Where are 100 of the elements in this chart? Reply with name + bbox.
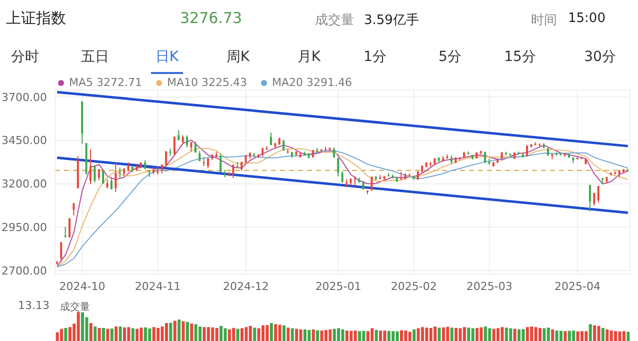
candlestick	[64, 226, 66, 238]
bar	[480, 327, 483, 341]
y-tick-label: 3450.00	[2, 134, 47, 148]
bar	[56, 332, 59, 341]
candlestick	[190, 142, 192, 152]
bar	[362, 330, 366, 341]
bar	[471, 328, 474, 341]
bar	[60, 328, 64, 341]
bar	[488, 328, 492, 341]
y-tick-label: 2700.00	[2, 264, 47, 278]
text: 五日	[80, 48, 110, 66]
text: 1分	[362, 48, 388, 66]
bar	[387, 330, 390, 341]
bar	[538, 328, 542, 341]
legend-label: MA20 3291.46	[271, 76, 352, 89]
x-tick-label: 2024-12	[222, 280, 269, 293]
bar	[350, 330, 353, 341]
bar	[337, 328, 340, 341]
bar	[332, 328, 336, 341]
bar	[404, 330, 408, 341]
bar	[568, 330, 571, 341]
candlestick	[114, 162, 117, 193]
bar	[420, 327, 424, 341]
bar	[295, 328, 298, 341]
bar	[383, 330, 386, 341]
bar	[446, 326, 450, 341]
candlestick	[370, 176, 373, 192]
bar	[434, 326, 437, 341]
text: 周K	[225, 48, 251, 66]
bar	[555, 330, 558, 341]
bar	[450, 328, 454, 341]
bar	[559, 330, 562, 341]
bar	[152, 327, 156, 341]
bar	[500, 327, 504, 341]
bar	[400, 330, 403, 341]
bar	[224, 328, 227, 341]
bar	[429, 328, 432, 341]
bar	[186, 322, 189, 341]
bar	[601, 328, 604, 341]
bar	[396, 331, 399, 341]
candlestick	[186, 134, 188, 148]
bar	[408, 332, 412, 341]
bar	[173, 320, 176, 341]
bar	[526, 327, 529, 341]
legend-label: MA10 3225.43	[166, 76, 247, 89]
bar	[606, 329, 609, 341]
bar	[182, 321, 185, 341]
bar	[232, 328, 236, 341]
text: 日K	[154, 48, 180, 66]
bar	[169, 322, 172, 341]
bar	[122, 327, 126, 341]
bar	[458, 328, 462, 341]
bar	[622, 331, 626, 341]
text: 3.59亿手	[364, 12, 419, 29]
bar	[290, 328, 294, 341]
bar	[370, 328, 374, 341]
candlestick	[106, 178, 108, 189]
bar	[454, 328, 458, 341]
chart-title: 成交量	[60, 300, 90, 314]
candlestick	[173, 136, 176, 156]
bar	[484, 326, 487, 341]
bar	[354, 330, 357, 341]
bar	[228, 329, 231, 341]
text: 5分	[438, 48, 462, 66]
candlestick	[220, 153, 222, 173]
chart-title: 上证指数	[6, 9, 66, 28]
bar	[392, 331, 395, 341]
bar	[178, 320, 181, 341]
bar	[504, 328, 508, 341]
bar	[509, 328, 512, 341]
candlestick	[94, 164, 96, 184]
candlestick	[224, 170, 226, 178]
bar	[156, 328, 160, 341]
bar	[261, 325, 264, 341]
bar	[576, 331, 580, 341]
candlestick	[182, 134, 184, 146]
x-tick-label: 2025-01	[315, 280, 362, 293]
candlestick	[68, 218, 71, 238]
bar	[206, 327, 210, 341]
bar	[64, 328, 68, 341]
text: 3276.73	[180, 9, 242, 27]
bar	[236, 328, 240, 341]
bar	[476, 328, 479, 341]
bar	[316, 330, 320, 341]
bar	[626, 332, 630, 341]
candlestick	[593, 192, 596, 206]
bar	[442, 327, 445, 341]
bar	[114, 326, 118, 341]
candlestick	[597, 185, 600, 203]
bar	[341, 329, 344, 341]
bar	[118, 326, 122, 341]
candlestick	[341, 170, 344, 184]
candlestick	[354, 176, 356, 186]
bar	[462, 327, 466, 341]
bar	[202, 327, 206, 341]
bar	[131, 328, 134, 341]
bar	[110, 328, 114, 341]
bar	[190, 324, 194, 341]
candlestick	[72, 202, 75, 216]
candlestick	[110, 177, 112, 190]
